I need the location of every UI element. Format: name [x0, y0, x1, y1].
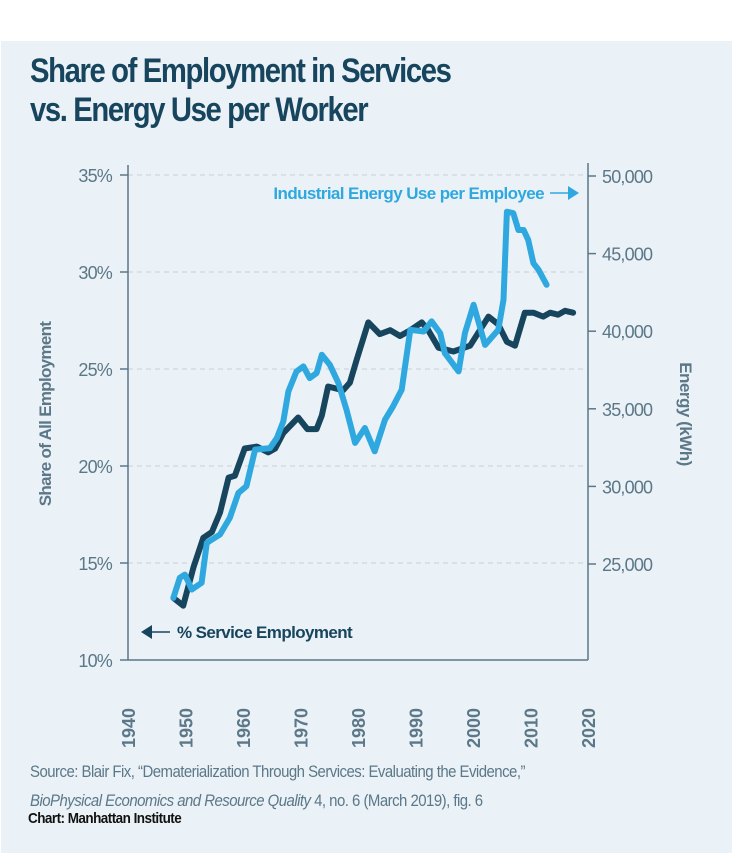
- y-axis-right-label: Energy (kWh): [676, 362, 695, 466]
- x-tick-label: 1970: [292, 708, 312, 748]
- source-note: Source: Blair Fix, “Dematerialization Th…: [30, 757, 525, 815]
- x-tick-label: 1950: [177, 708, 197, 748]
- x-tick-label: 1990: [407, 708, 427, 748]
- chart-credit: Chart: Manhattan Institute: [28, 810, 182, 827]
- y-right-tick-label: 45,000: [602, 245, 653, 265]
- source-details: 4, no. 6 (March 2019), fig. 6: [310, 791, 483, 810]
- x-tick-label: 2000: [464, 708, 484, 748]
- x-tick-label: 1940: [119, 708, 139, 748]
- x-tick-label: 2020: [579, 708, 599, 748]
- arrow-left-icon: [141, 625, 170, 639]
- y-left-tick-label: 20%: [78, 457, 112, 477]
- source-line-1: Source: Blair Fix, “Dematerialization Th…: [30, 762, 525, 781]
- energy-series-annotation: Industrial Energy Use per Employee: [273, 184, 579, 203]
- x-tick-label: 1980: [349, 708, 369, 748]
- service-employment-line: [170, 307, 577, 609]
- energy-use-line: [170, 208, 550, 601]
- y-left-tick-label: 25%: [78, 360, 112, 380]
- service-series-label: % Service Employment: [177, 623, 353, 642]
- chart-title: Share of Employment in Services vs. Ener…: [30, 52, 452, 130]
- service-series-annotation: % Service Employment: [141, 623, 354, 642]
- energy-series-label: Industrial Energy Use per Employee: [273, 184, 544, 203]
- x-tick-label: 2010: [522, 708, 542, 748]
- y-right-tick-label: 25,000: [602, 555, 653, 575]
- source-journal: BioPhysical Economics and Resource Quali…: [30, 791, 311, 810]
- title-line-1: Share of Employment in Services: [30, 52, 452, 90]
- series-lines: [170, 208, 577, 609]
- y-left-tick-label: 15%: [78, 554, 112, 574]
- title-line-2: vs. Energy Use per Worker: [30, 91, 369, 129]
- arrow-right-icon: [550, 186, 579, 200]
- chart-panel: [1, 41, 732, 853]
- y-left-tick-label: 30%: [78, 263, 112, 283]
- y-left-tick-label: 10%: [78, 651, 112, 671]
- y-right-tick-label: 35,000: [602, 400, 653, 420]
- y-axis-left-label: Share of All Employment: [36, 321, 55, 507]
- x-tick-label: 1960: [234, 708, 254, 748]
- y-right-tick-label: 40,000: [602, 322, 653, 342]
- gridlines: [128, 174, 588, 564]
- y-left-tick-label: 35%: [78, 166, 112, 186]
- y-right-tick-label: 50,000: [602, 167, 653, 187]
- axes: 10% 15% 20% 25% 30% 35% 25,000 30,000 35,000 40,0…: [78, 163, 654, 748]
- y-right-tick-label: 30,000: [602, 477, 653, 497]
